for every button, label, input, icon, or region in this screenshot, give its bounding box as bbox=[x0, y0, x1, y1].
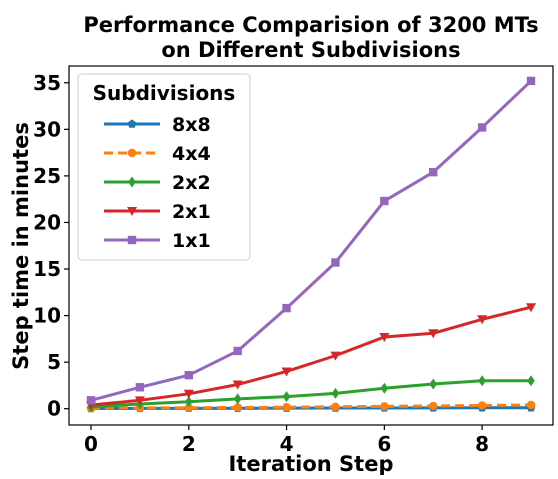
data-point-2x1 bbox=[183, 389, 194, 399]
legend-marker-2x1 bbox=[127, 207, 137, 216]
legend-title: Subdivisions bbox=[93, 81, 236, 105]
plot-area bbox=[86, 76, 536, 413]
x-tick-label: 8 bbox=[475, 432, 489, 456]
data-point-2x1 bbox=[379, 332, 390, 342]
data-point-4x4 bbox=[380, 402, 389, 411]
data-point-2x2 bbox=[429, 378, 438, 390]
series-line-1x1 bbox=[90, 79, 533, 402]
data-point-4x4 bbox=[233, 403, 242, 412]
series-line-4x4 bbox=[90, 403, 532, 410]
chart-title-line-1: Performance Comparision of 3200 MTs bbox=[83, 13, 538, 37]
legend-label-2x2: 2x2 bbox=[172, 172, 211, 194]
legend-box bbox=[77, 73, 251, 261]
y-tick-label: 0 bbox=[47, 397, 61, 421]
series-line-2x2 bbox=[90, 379, 531, 409]
data-point-4x4 bbox=[184, 403, 193, 412]
series-line-2x1 bbox=[90, 305, 532, 407]
data-point-2x1 bbox=[330, 351, 341, 361]
data-point-4x4 bbox=[331, 402, 340, 412]
legend-label-1x1: 1x1 bbox=[172, 230, 211, 252]
data-point-2x2 bbox=[380, 382, 389, 394]
data-point-2x1 bbox=[281, 367, 292, 377]
x-axis-label: Iteration Step bbox=[229, 452, 394, 475]
data-point-1x1 bbox=[86, 396, 96, 405]
data-point-2x1 bbox=[428, 329, 439, 339]
legend-label-2x1: 2x1 bbox=[172, 201, 211, 223]
data-point-2x2 bbox=[331, 387, 340, 399]
y-tick-label: 10 bbox=[33, 304, 61, 328]
data-point-1x1 bbox=[477, 123, 487, 132]
y-tick-label: 35 bbox=[33, 71, 61, 95]
y-axis-label: Step time in minutes bbox=[9, 122, 33, 370]
x-tick-label: 0 bbox=[84, 432, 98, 456]
data-point-4x4 bbox=[477, 401, 487, 410]
data-point-1x1 bbox=[282, 303, 291, 313]
x-tick-label: 2 bbox=[182, 432, 196, 456]
data-point-1x1 bbox=[526, 76, 536, 86]
data-point-2x1 bbox=[134, 396, 145, 406]
y-tick-label: 5 bbox=[47, 350, 61, 374]
data-point-2x2 bbox=[527, 375, 535, 387]
y-tick-label: 30 bbox=[33, 117, 61, 141]
plot-frame bbox=[68, 65, 554, 426]
legend-items: 8x8 4x4 2x2 2x1 1x1 bbox=[104, 114, 211, 252]
legend-marker-4x4 bbox=[127, 148, 137, 158]
data-point-2x1 bbox=[232, 380, 243, 390]
data-point-2x2 bbox=[184, 396, 193, 408]
data-point-2x2 bbox=[233, 393, 242, 405]
legend-marker-8x8 bbox=[127, 119, 137, 128]
data-point-4x4 bbox=[429, 401, 438, 411]
data-point-2x2 bbox=[478, 375, 486, 387]
x-tick-label: 4 bbox=[280, 432, 294, 456]
data-point-2x2 bbox=[282, 391, 291, 403]
y-tick-label: 20 bbox=[33, 210, 61, 234]
legend-label-8x8: 8x8 bbox=[172, 114, 211, 136]
legend: Subdivisions 8x8 4x4 2x2 2x1 1x1 bbox=[77, 73, 251, 261]
axis-ticks: 0 2 4 6 8 0 5 10 15 20 25 30 35 bbox=[33, 71, 489, 456]
data-point-4x4 bbox=[526, 400, 536, 410]
series-line-8x8 bbox=[90, 406, 531, 411]
y-tick-label: 15 bbox=[33, 257, 61, 281]
data-point-2x1 bbox=[526, 303, 536, 313]
data-point-2x1 bbox=[477, 315, 488, 325]
data-point-1x1 bbox=[135, 383, 145, 392]
legend-marker-1x1 bbox=[127, 235, 137, 245]
data-point-1x1 bbox=[380, 196, 389, 206]
x-tick-label: 6 bbox=[377, 432, 391, 456]
data-point-1x1 bbox=[184, 370, 193, 380]
data-point-4x4 bbox=[282, 403, 291, 412]
y-tick-label: 25 bbox=[33, 164, 61, 188]
legend-marker-2x2 bbox=[128, 176, 136, 188]
data-point-1x1 bbox=[429, 167, 438, 177]
legend-label-4x4: 4x4 bbox=[172, 143, 211, 165]
data-point-1x1 bbox=[233, 346, 242, 356]
chart-title-line-2: on Different Subdivisions bbox=[161, 38, 460, 62]
data-point-1x1 bbox=[331, 258, 340, 267]
